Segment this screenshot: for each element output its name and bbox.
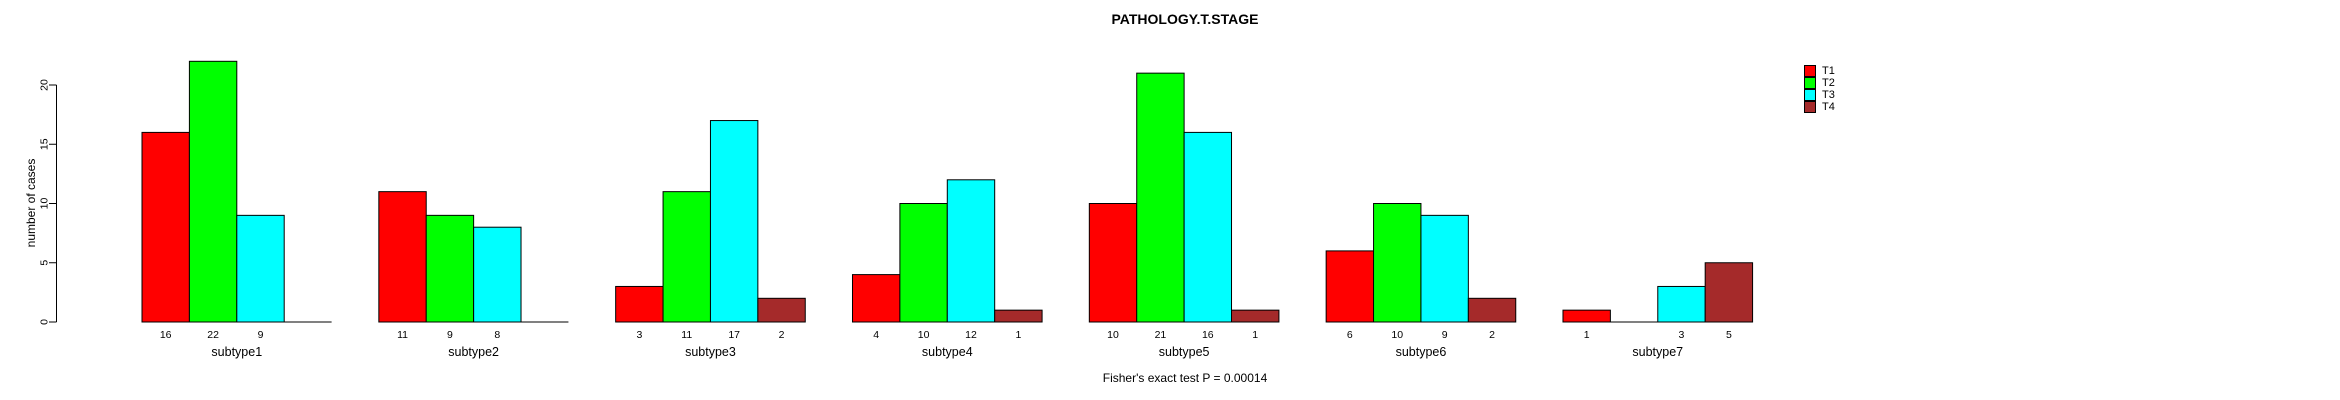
bar-subtype5-T1 [1088, 203, 1138, 323]
legend-label-t2: T2 [1822, 77, 1835, 89]
bar-subtype4-T2 [899, 203, 948, 323]
category-label-subtype5: subtype5 [1159, 345, 1210, 359]
bar-value-subtype1-T1: 16 [160, 329, 172, 341]
legend-swatch-t3 [1804, 89, 1816, 101]
bar-subtype4-T4 [994, 309, 1043, 323]
y-tick-label: 15 [39, 138, 51, 150]
bar-subtype4-T3 [946, 179, 996, 323]
legend-label-t3: T3 [1822, 89, 1835, 101]
bar-value-subtype3-T1: 3 [636, 329, 642, 341]
legend-item-t3: T3 [1804, 89, 1835, 101]
bar-value-subtype7-T1: 1 [1584, 329, 1590, 341]
bar-value-subtype4-T2: 10 [918, 329, 930, 341]
caption: Fisher's exact test P = 0.00014 [1102, 371, 1268, 385]
legend-swatch-t2 [1804, 77, 1816, 89]
legend-item-t4: T4 [1804, 101, 1835, 113]
bar-value-subtype3-T3: 17 [728, 329, 740, 341]
bar-value-subtype5-T1: 10 [1107, 329, 1119, 341]
category-label-subtype7: subtype7 [1632, 345, 1683, 359]
category-label-subtype6: subtype6 [1396, 345, 1447, 359]
bar-subtype7-T1 [1562, 309, 1611, 323]
bar-value-subtype3-T2: 11 [681, 329, 692, 341]
bar-subtype1-T1 [141, 131, 190, 323]
bar-subtype2-T1 [378, 191, 427, 323]
bar-subtype1-T3 [236, 214, 285, 323]
y-tick-label: 20 [39, 79, 51, 91]
legend: T1 T2 T3 T4 [1804, 65, 1835, 113]
bar-subtype6-T3 [1420, 214, 1469, 323]
bar-subtype6-T1 [1325, 250, 1375, 323]
bar-value-subtype3-T4: 2 [779, 329, 785, 341]
bar-subtype7-T3 [1657, 285, 1706, 323]
y-tick-label: 10 [39, 198, 51, 210]
bar-subtype3-T2 [662, 191, 711, 323]
bar-subtype5-T3 [1183, 131, 1233, 323]
legend-item-t1: T1 [1804, 65, 1835, 77]
bar-subtype2-T3 [473, 226, 522, 323]
bar-value-subtype7-T3: 3 [1679, 329, 1685, 341]
bar-value-subtype5-T2: 21 [1155, 329, 1167, 341]
bar-value-subtype5-T4: 1 [1252, 329, 1258, 341]
bar-subtype4-T1 [851, 274, 901, 323]
legend-label-t1: T1 [1822, 65, 1835, 77]
legend-swatch-t4 [1804, 101, 1816, 113]
bar-subtype1-T2 [188, 60, 238, 323]
bar-value-subtype4-T4: 1 [1015, 329, 1021, 341]
y-tick-label: 0 [39, 319, 51, 325]
bar-value-subtype6-T1: 6 [1347, 329, 1353, 341]
bar-value-subtype1-T2: 22 [207, 329, 219, 341]
bar-value-subtype2-T2: 9 [447, 329, 453, 341]
bar-subtype3-T3 [709, 120, 759, 323]
legend-item-t2: T2 [1804, 77, 1835, 89]
category-label-subtype4: subtype4 [922, 345, 973, 359]
bar-subtype3-T4 [757, 297, 806, 323]
bar-subtype5-T2 [1136, 72, 1185, 323]
bar-subtype3-T1 [615, 285, 664, 323]
bar-value-subtype4-T1: 4 [873, 329, 879, 341]
category-label-subtype3: subtype3 [685, 345, 736, 359]
bar-value-subtype2-T3: 8 [494, 329, 500, 341]
bar-subtype5-T4 [1231, 309, 1280, 323]
category-label-subtype1: subtype1 [211, 345, 262, 359]
bar-value-subtype6-T4: 2 [1489, 329, 1495, 341]
bar-subtype7-T4 [1704, 262, 1754, 323]
bar-subtype2-T2 [425, 214, 475, 323]
legend-swatch-t1 [1804, 65, 1816, 77]
bar-value-subtype5-T3: 16 [1202, 329, 1214, 341]
chart-title: PATHOLOGY.T.STAGE [1111, 11, 1259, 27]
bar-value-subtype4-T3: 12 [965, 329, 977, 341]
bar-value-subtype6-T2: 10 [1391, 329, 1403, 341]
bar-value-subtype6-T3: 9 [1442, 329, 1448, 341]
y-tick-label: 5 [39, 260, 51, 266]
legend-label-t4: T4 [1822, 101, 1835, 113]
bar-subtype6-T4 [1467, 297, 1517, 323]
bar-value-subtype7-T4: 5 [1726, 329, 1732, 341]
bar-subtype6-T2 [1373, 203, 1422, 323]
category-label-subtype2: subtype2 [448, 345, 499, 359]
bar-value-subtype2-T1: 11 [397, 329, 408, 341]
bar-value-subtype1-T3: 9 [258, 329, 264, 341]
